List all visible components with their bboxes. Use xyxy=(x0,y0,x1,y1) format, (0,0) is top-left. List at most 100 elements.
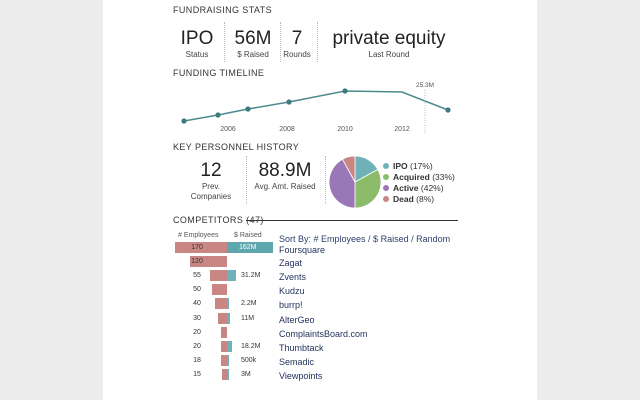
profile-card: FUNDRAISING STATS IPO Status 56M $ Raise… xyxy=(103,0,537,400)
divider xyxy=(280,22,281,62)
legend-dot-dead xyxy=(383,196,389,202)
competitor-link[interactable]: Kudzu xyxy=(279,286,305,297)
raised-value: 31.2M xyxy=(241,272,261,280)
employees-bar xyxy=(190,256,227,268)
legend-ipo: IPO (17%) xyxy=(383,161,433,171)
peak-label: 25.3M xyxy=(416,82,434,89)
competitor-link[interactable]: AlterGeo xyxy=(279,314,315,325)
raised-bar xyxy=(227,312,230,324)
raised-value: 500k xyxy=(241,356,257,364)
employees-value: 30 xyxy=(193,314,201,322)
employees-bar xyxy=(218,312,227,324)
stat-prev-companies: 12 Prev. Companies xyxy=(180,160,242,202)
divider xyxy=(325,156,326,204)
pie-slice-dead[interactable] xyxy=(341,155,356,183)
raised-value: 2.2M xyxy=(241,300,257,308)
raised-bar xyxy=(227,242,273,253)
competitors-rule xyxy=(246,220,458,221)
competitor-link[interactable]: Viewpoints xyxy=(279,370,323,381)
competitors-title: COMPETITORS (47) xyxy=(173,215,264,225)
fundraising-stats-title: FUNDRAISING STATS xyxy=(173,5,272,15)
employees-value: 15 xyxy=(193,370,201,378)
employees-bar xyxy=(221,326,227,338)
raised-value: 162M xyxy=(239,244,257,251)
employees-value: 20 xyxy=(193,342,201,350)
stat-prev-companies-value: 12 xyxy=(200,160,222,181)
legend-ipo-name: IPO xyxy=(393,161,408,171)
raised-bar xyxy=(227,298,229,310)
employees-bar xyxy=(210,270,227,282)
competitor-link[interactable]: Zagat xyxy=(279,258,303,269)
employees-value: 120 xyxy=(191,258,203,266)
pie-slice-acquired[interactable] xyxy=(354,168,382,209)
raised-bar xyxy=(227,354,229,366)
employees-value: 40 xyxy=(193,300,201,308)
employees-bar xyxy=(215,298,227,310)
employees-value: 55 xyxy=(193,272,201,280)
divider xyxy=(224,22,225,62)
employees-column-header: # Employees xyxy=(178,232,219,239)
timeline-point[interactable] xyxy=(342,88,348,94)
stat-raised-value: 56M xyxy=(234,28,272,49)
legend-acquired: Acquired (33%) xyxy=(383,172,455,182)
stat-status-value: IPO xyxy=(180,28,214,49)
employees-bar xyxy=(175,242,227,253)
legend-dot-active xyxy=(383,185,389,191)
personnel-history-title: KEY PERSONNEL HISTORY xyxy=(173,142,300,152)
legend-ipo-pct: (17%) xyxy=(410,161,433,171)
stat-rounds-value: 7 xyxy=(291,28,303,49)
employees-value: 18 xyxy=(193,356,201,364)
divider xyxy=(246,156,247,204)
stat-last-round: private equity Last Round xyxy=(325,28,453,60)
timeline-point[interactable] xyxy=(286,99,292,105)
timeline-point[interactable] xyxy=(445,107,451,113)
legend-active-pct: (42%) xyxy=(420,183,444,193)
stat-rounds-label: Rounds xyxy=(283,50,311,59)
timeline-point[interactable] xyxy=(181,118,187,124)
stat-prev-companies-label-2: Companies xyxy=(190,192,232,201)
divider xyxy=(317,22,318,62)
raised-value: 3M xyxy=(241,370,251,378)
sort-options-link[interactable]: # Employees / $ Raised / Random xyxy=(313,234,451,244)
competitor-link[interactable]: ComplaintsBoard.com xyxy=(279,328,368,339)
stat-last-round-label: Last Round xyxy=(368,50,410,59)
competitor-link[interactable]: burrp! xyxy=(279,300,303,311)
stat-prev-companies-label-1: Prev. xyxy=(201,182,221,191)
sort-by-label: Sort By: xyxy=(279,234,312,244)
funding-timeline-chart: 25.3M 2006 2008 2010 2012 xyxy=(181,82,451,134)
sort-by-controls: Sort By: # Employees / $ Raised / Random xyxy=(279,234,450,244)
legend-dot-ipo xyxy=(383,163,389,169)
timeline-point[interactable] xyxy=(215,112,221,118)
raised-value: 18.2M xyxy=(241,342,261,350)
raised-value: 11M xyxy=(241,314,255,322)
employees-bar xyxy=(221,354,227,366)
stat-raised: 56M $ Raised xyxy=(227,28,279,60)
stat-avg-raised: 88.9M Avg. Amt. Raised xyxy=(249,160,321,192)
competitor-link[interactable]: Thumbtack xyxy=(279,342,324,353)
legend-active-name: Active xyxy=(393,183,419,193)
raised-bar xyxy=(227,270,236,282)
raised-bar xyxy=(227,368,229,380)
tick-2010: 2010 xyxy=(337,126,353,133)
stat-raised-label: $ Raised xyxy=(237,50,269,59)
personnel-pie-chart xyxy=(328,155,382,209)
competitor-link[interactable]: Semadic xyxy=(279,356,315,367)
funding-timeline-title: FUNDING TIMELINE xyxy=(173,68,265,78)
employees-value: 50 xyxy=(193,286,201,294)
stat-avg-raised-label: Avg. Amt. Raised xyxy=(254,182,316,191)
tick-2012: 2012 xyxy=(394,126,410,133)
timeline-line xyxy=(183,90,449,122)
competitor-link[interactable]: Foursquare xyxy=(279,245,326,255)
legend-acquired-pct: (33%) xyxy=(432,172,455,182)
stat-last-round-value: private equity xyxy=(332,28,446,49)
employees-value: 20 xyxy=(193,328,201,336)
stat-rounds: 7 Rounds xyxy=(283,28,311,60)
competitor-link[interactable]: Zvents xyxy=(279,272,307,283)
legend-dead-pct: (8%) xyxy=(416,194,435,204)
timeline-point[interactable] xyxy=(245,106,251,112)
pie-slice-active[interactable] xyxy=(328,158,356,209)
stat-status-label: Status xyxy=(185,50,209,59)
tick-2008: 2008 xyxy=(279,126,295,133)
legend-dead-name: Dead xyxy=(393,194,414,204)
employees-bar xyxy=(222,368,227,380)
